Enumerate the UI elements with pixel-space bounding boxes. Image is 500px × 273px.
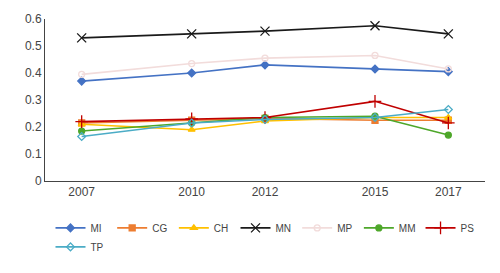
svg-text:2010: 2010 — [178, 185, 205, 199]
svg-text:0.2: 0.2 — [25, 120, 42, 134]
svg-text:TP: TP — [91, 242, 104, 253]
svg-text:2015: 2015 — [362, 185, 389, 199]
svg-text:MP: MP — [337, 223, 352, 234]
svg-text:0.5: 0.5 — [25, 39, 42, 53]
svg-text:0: 0 — [35, 174, 42, 188]
svg-text:0.3: 0.3 — [25, 93, 42, 107]
svg-text:MN: MN — [276, 223, 292, 234]
svg-text:0.6: 0.6 — [25, 12, 42, 26]
svg-text:2017: 2017 — [435, 185, 462, 199]
svg-text:2007: 2007 — [68, 185, 95, 199]
svg-text:CH: CH — [214, 223, 228, 234]
svg-text:2012: 2012 — [252, 185, 279, 199]
svg-text:0.4: 0.4 — [25, 66, 42, 80]
svg-text:0.1: 0.1 — [25, 147, 42, 161]
svg-text:CG: CG — [152, 223, 167, 234]
svg-text:MM: MM — [399, 223, 416, 234]
svg-text:PS: PS — [461, 223, 475, 234]
svg-text:MI: MI — [91, 223, 102, 234]
